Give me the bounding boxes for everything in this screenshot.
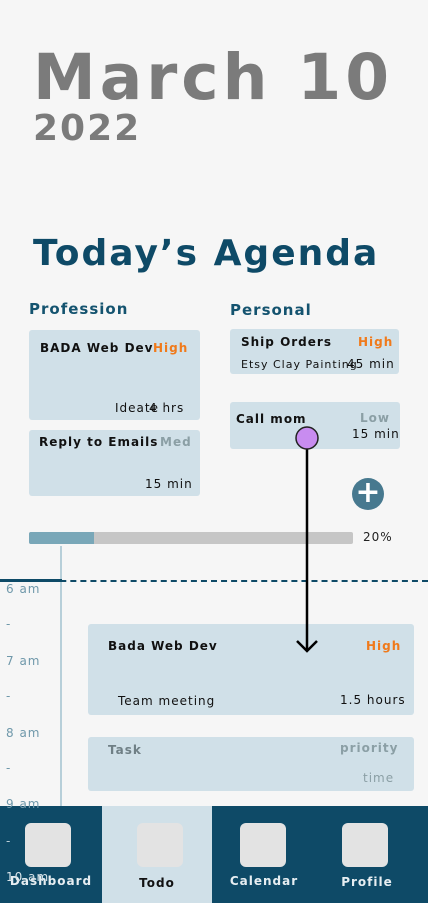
progress-bar bbox=[29, 532, 353, 544]
personal-heading: Personal bbox=[230, 301, 312, 319]
nav-label: Dashboard bbox=[9, 874, 93, 888]
drag-handle[interactable] bbox=[295, 426, 319, 450]
task-priority: Low bbox=[360, 411, 390, 425]
time-half-marker: - bbox=[6, 617, 11, 631]
task-detail: Ideate bbox=[115, 401, 159, 415]
todo-icon bbox=[137, 823, 183, 867]
event-priority: High bbox=[366, 639, 402, 653]
current-time-line bbox=[0, 580, 428, 582]
task-detail: Etsy Clay Painting bbox=[241, 358, 358, 371]
event-priority: priority bbox=[340, 741, 399, 755]
plus-icon: + bbox=[355, 475, 381, 510]
nav-label: Todo bbox=[139, 876, 175, 890]
nav-dashboard[interactable]: Dashboard bbox=[0, 806, 102, 903]
task-duration: 4 hrs bbox=[149, 401, 185, 415]
task-priority: High bbox=[153, 341, 189, 355]
event-duration: time bbox=[363, 771, 395, 785]
time-half-marker: - bbox=[6, 834, 11, 848]
bottom-nav: Dashboard Todo Calendar Profile bbox=[0, 806, 428, 903]
event-card-task-placeholder[interactable]: Task priority time bbox=[88, 737, 414, 791]
task-duration: 15 min bbox=[352, 427, 400, 441]
nav-todo[interactable]: Todo bbox=[102, 806, 212, 903]
time-half-marker: - bbox=[6, 689, 11, 703]
profession-heading: Profession bbox=[29, 300, 129, 318]
task-priority: Med bbox=[160, 435, 192, 449]
time-label-10am: 10 am bbox=[6, 870, 50, 884]
nav-label: Profile bbox=[341, 875, 393, 889]
task-card-reply-to-emails[interactable]: Reply to Emails Med 15 min bbox=[29, 430, 200, 496]
task-duration: 45 min bbox=[347, 357, 395, 371]
task-name: BADA Web Dev bbox=[40, 341, 154, 355]
nav-profile[interactable]: Profile bbox=[316, 806, 418, 903]
time-half-marker: - bbox=[6, 761, 11, 775]
progress-fill bbox=[29, 532, 94, 544]
event-name: Task bbox=[108, 743, 142, 757]
nav-calendar[interactable]: Calendar bbox=[212, 806, 316, 903]
profile-icon bbox=[342, 823, 388, 867]
task-card-call-mom[interactable]: Call mom Low 15 min bbox=[230, 402, 400, 449]
task-priority: High bbox=[358, 335, 394, 349]
task-name: Ship Orders bbox=[241, 335, 332, 349]
add-task-button[interactable]: + bbox=[352, 478, 384, 510]
current-time-marker bbox=[0, 579, 62, 582]
progress-label: 20% bbox=[363, 530, 393, 544]
time-label-7am: 7 am bbox=[6, 654, 41, 668]
calendar-icon bbox=[240, 823, 286, 867]
dashboard-icon bbox=[25, 823, 71, 867]
time-label-6am: 6 am bbox=[6, 582, 41, 596]
nav-label: Calendar bbox=[229, 874, 299, 888]
task-card-ship-orders[interactable]: Ship Orders High Etsy Clay Painting 45 m… bbox=[230, 329, 399, 374]
event-name: Bada Web Dev bbox=[108, 639, 218, 653]
date-month-day: March 10 bbox=[33, 41, 394, 114]
time-label-8am: 8 am bbox=[6, 726, 41, 740]
task-name: Reply to Emails bbox=[39, 435, 159, 449]
event-duration: 1.5 hours bbox=[340, 693, 406, 707]
event-card-bada-web-dev[interactable]: Bada Web Dev High Team meeting 1.5 hours bbox=[88, 624, 414, 715]
time-label-9am: 9 am bbox=[6, 797, 41, 811]
task-card-bada-web-dev[interactable]: BADA Web Dev High Ideate 4 hrs bbox=[29, 330, 200, 420]
task-duration: 15 min bbox=[145, 477, 193, 491]
event-detail: Team meeting bbox=[118, 694, 216, 708]
timeline-axis bbox=[60, 546, 62, 808]
agenda-title: Today’s Agenda bbox=[33, 233, 380, 274]
date-year: 2022 bbox=[33, 108, 142, 149]
task-name: Call mom bbox=[236, 412, 307, 426]
drag-arrow bbox=[295, 426, 319, 653]
